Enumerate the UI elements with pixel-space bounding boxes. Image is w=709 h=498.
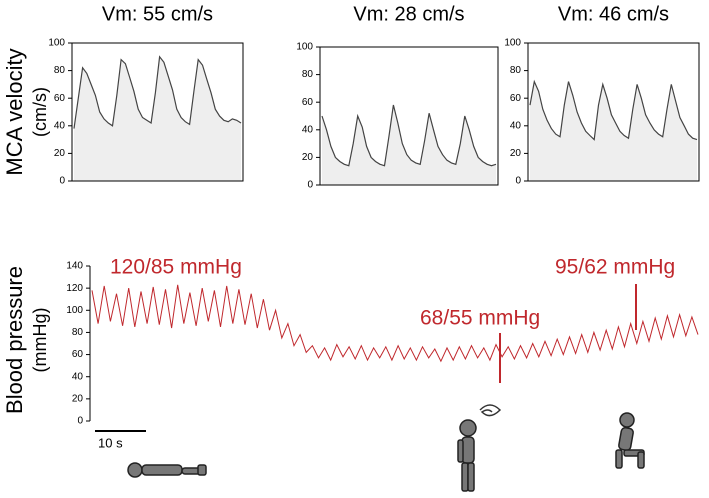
line <box>529 79 698 141</box>
y-tick-label: 60 <box>72 349 84 360</box>
y-tick-label: 80 <box>302 69 314 80</box>
person-lying <box>127 462 207 478</box>
area <box>74 56 241 181</box>
y-tick-label: 0 <box>515 176 521 187</box>
y-tick-label: 20 <box>510 148 522 159</box>
panel-title: Vm: 55 cm/s <box>102 3 213 25</box>
y-tick-label: 100 <box>504 38 521 49</box>
plot-frame <box>71 42 244 182</box>
line <box>73 55 242 129</box>
y-tick-label: 100 <box>66 305 83 316</box>
y-tick-label: 80 <box>72 327 84 338</box>
y-tick-label: 60 <box>54 93 66 104</box>
plot-frame <box>319 46 499 186</box>
line <box>91 284 699 363</box>
y-tick-label: 20 <box>302 152 314 163</box>
y-tick-label: 60 <box>302 97 314 108</box>
y-tick-label: 80 <box>54 65 66 76</box>
line <box>321 104 497 167</box>
y-tick-label: 20 <box>54 148 66 159</box>
y-tick-label: 40 <box>72 371 84 382</box>
scale-bar-label: 10 s <box>98 435 123 450</box>
y-tick-label: 140 <box>66 261 83 272</box>
y-tick-label: 120 <box>66 283 83 294</box>
y-axis-label: Blood pressure <box>2 266 27 414</box>
y-axis-label: (mmHg) <box>30 308 50 373</box>
y-axis-label: (cm/s) <box>30 87 50 137</box>
y-tick-label: 60 <box>510 93 522 104</box>
y-axis-label: MCA velocity <box>2 48 27 175</box>
y-tick-label: 20 <box>72 393 84 404</box>
annotation: 68/55 mmHg <box>420 307 540 330</box>
y-tick-label: 100 <box>48 38 65 49</box>
y-tick-label: 0 <box>59 176 65 187</box>
person-standing-dizzy <box>457 404 502 492</box>
annotation: 120/85 mmHg <box>110 256 242 279</box>
y-tick-label: 40 <box>54 120 66 131</box>
panel-title: Vm: 46 cm/s <box>558 3 669 25</box>
person-crouching <box>615 412 645 469</box>
annotation: 95/62 mmHg <box>555 256 675 279</box>
panel-title: Vm: 28 cm/s <box>353 3 464 25</box>
y-tick-label: 40 <box>302 124 314 135</box>
y-tick-label: 80 <box>510 65 522 76</box>
area <box>530 81 697 181</box>
y-tick-label: 0 <box>77 416 83 427</box>
y-tick-label: 0 <box>307 180 313 191</box>
y-tick-label: 40 <box>510 120 522 131</box>
plot-frame <box>527 42 700 182</box>
y-tick-label: 100 <box>296 42 313 53</box>
area <box>322 105 496 185</box>
